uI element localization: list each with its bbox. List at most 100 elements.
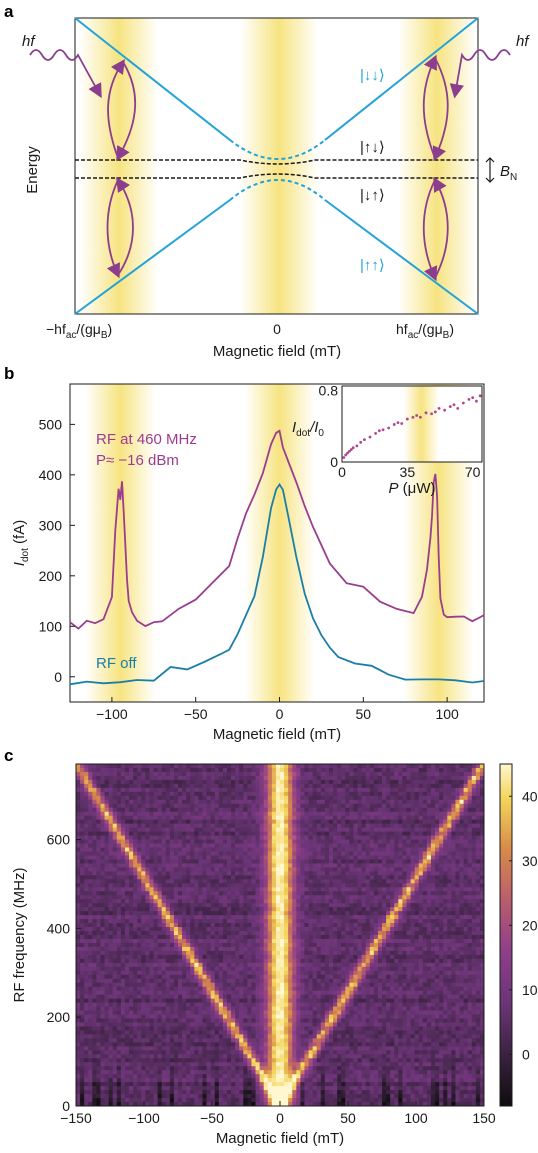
heatmap-cell	[471, 931, 477, 936]
heatmap-cell	[304, 895, 309, 900]
heatmap-cell	[324, 851, 330, 856]
heatmap-cell	[369, 931, 375, 936]
inset-point	[400, 422, 404, 425]
heatmap-cell	[198, 883, 203, 888]
heatmap-cell	[100, 831, 105, 836]
bn-double-arrow	[485, 157, 495, 183]
heatmap-cell	[418, 879, 424, 884]
heatmap-cell	[414, 783, 420, 789]
heatmap-cell	[182, 779, 187, 785]
heatmap-cell	[178, 839, 183, 844]
heatmap-cell	[206, 779, 212, 785]
heatmap-cell	[345, 950, 350, 956]
heatmap-cell	[120, 851, 126, 856]
heatmap-cell	[369, 899, 375, 904]
heatmap-cell	[377, 867, 383, 872]
heatmap-cell	[218, 799, 224, 805]
heatmap-cell	[296, 879, 301, 884]
heatmap-cell	[467, 803, 473, 809]
heatmap-cell	[422, 823, 428, 829]
heatmap-cell	[300, 815, 305, 821]
heatmap-cell	[263, 771, 269, 777]
heatmap-cell	[226, 827, 232, 833]
heatmap-cell	[222, 787, 228, 793]
heatmap-cell	[459, 863, 464, 868]
heatmap-cell	[251, 883, 256, 888]
heatmap-cell	[247, 783, 252, 789]
heatmap-cell	[296, 946, 301, 952]
heatmap-cell	[116, 764, 122, 769]
heatmap-cell	[239, 942, 244, 948]
heatmap-cell	[414, 811, 420, 817]
heatmap-cell	[275, 799, 281, 805]
heatmap-cell	[108, 935, 114, 940]
heatmap-cell	[284, 883, 289, 888]
heatmap-cell	[288, 819, 293, 825]
heatmap-cell	[137, 799, 142, 805]
heatmap-cell	[300, 855, 305, 860]
heatmap-cell	[353, 803, 358, 809]
heatmap-cell	[145, 883, 150, 888]
heatmap-cell	[463, 791, 469, 797]
heatmap-cell	[112, 819, 118, 825]
heatmap-cell	[210, 855, 216, 860]
heatmap-cell	[341, 791, 346, 797]
heatmap-cell	[198, 843, 203, 848]
heatmap-cell	[243, 787, 248, 793]
heatmap-cell	[284, 799, 289, 805]
heatmap-cell	[394, 931, 399, 936]
heatmap-cell	[382, 831, 387, 836]
heatmap-cell	[149, 903, 154, 908]
heatmap-cell	[422, 879, 428, 884]
heatmap-cell	[165, 931, 171, 936]
heatmap-cell	[255, 851, 260, 856]
heatmap-cell	[108, 811, 114, 817]
heatmap-cell	[402, 871, 407, 876]
heatmap-cell	[210, 887, 216, 892]
heatmap-cell	[467, 835, 473, 840]
heatmap-cell	[259, 895, 265, 900]
heatmap-cell	[288, 803, 293, 809]
heatmap-cell	[459, 927, 464, 932]
heatmap-cell	[161, 915, 167, 920]
heatmap-cell	[108, 915, 114, 920]
heatmap-cell	[398, 923, 403, 928]
heatmap-cell	[447, 827, 452, 833]
heatmap-cell	[471, 831, 477, 836]
heatmap-cell	[341, 867, 346, 872]
heatmap-cell	[463, 795, 469, 801]
heatmap-cell	[218, 907, 224, 912]
heatmap-cell	[459, 911, 464, 916]
heatmap-cell	[292, 779, 297, 785]
heatmap-cell	[137, 839, 142, 844]
heatmap-cell	[430, 950, 436, 956]
inset-point	[424, 411, 428, 415]
heatmap-cell	[296, 839, 301, 844]
heatmap-cell	[467, 807, 473, 813]
heatmap-cell	[479, 887, 485, 892]
heatmap-cell	[365, 891, 371, 896]
heatmap-cell	[218, 783, 224, 789]
heatmap-cell	[173, 950, 179, 956]
heatmap-cell	[443, 903, 448, 908]
heatmap-cell	[406, 867, 411, 872]
heatmap-cell	[382, 863, 387, 868]
heatmap-cell	[300, 903, 305, 908]
heatmap-cell	[430, 815, 436, 821]
heatmap-cell	[324, 859, 330, 864]
heatmap-cell	[88, 791, 93, 797]
heatmap-cell	[345, 851, 350, 856]
heatmap-cell	[337, 787, 342, 793]
heatmap-cell	[337, 919, 342, 924]
heatmap-cell	[328, 895, 334, 900]
heatmap-cell	[112, 950, 118, 956]
heatmap-cell	[280, 950, 285, 956]
heatmap-cell	[373, 831, 379, 836]
heatmap-cell	[443, 851, 448, 856]
heatmap-cell	[333, 764, 338, 769]
heatmap-cell	[361, 935, 367, 940]
heatmap-cell	[96, 787, 101, 793]
heatmap-cell	[426, 803, 432, 809]
heatmap-cell	[328, 783, 334, 789]
heatmap-cell	[398, 911, 403, 916]
